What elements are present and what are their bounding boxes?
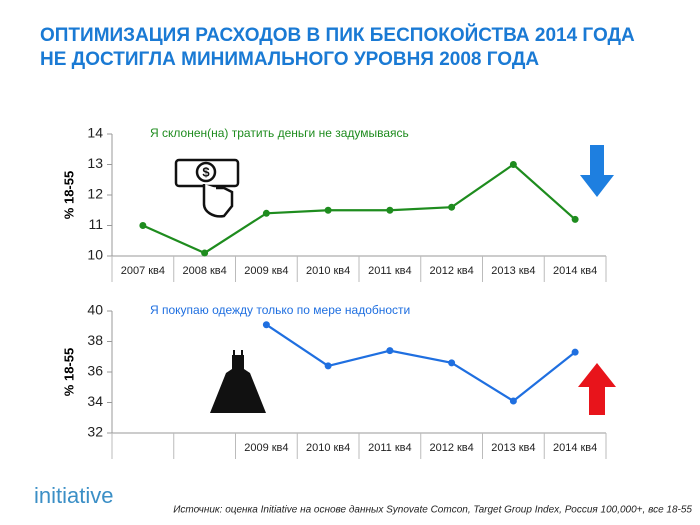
point (448, 359, 456, 367)
x-tick-label: 2013 кв4 (491, 442, 535, 454)
x-tick-label: 2007 кв4 (121, 265, 165, 277)
point (386, 347, 394, 355)
svg-text:$: $ (202, 164, 210, 179)
point (509, 161, 517, 168)
y-axis-label: % 18-55 (61, 348, 76, 396)
legend-label: Я склонен(на) тратить деньги не задумыва… (150, 126, 409, 140)
x-tick-label: 2014 кв4 (553, 442, 597, 454)
x-tick-label: 2010 кв4 (306, 442, 350, 454)
y-tick-label: 36 (87, 363, 103, 379)
y-tick-label: 38 (87, 332, 103, 348)
down-arrow (580, 145, 614, 197)
point (139, 222, 147, 229)
logo: initiative (34, 483, 113, 508)
point (324, 362, 332, 370)
point (571, 215, 579, 223)
line (142, 163, 576, 255)
x-tick-label: 2011 кв4 (368, 265, 411, 277)
source-note: Источник: оценка Initiative на основе да… (173, 505, 692, 516)
y-tick-label: 14 (87, 125, 103, 141)
x-tick-label: 2012 кв4 (429, 442, 473, 454)
y-tick-label: 10 (87, 247, 103, 263)
point (324, 206, 332, 214)
point (509, 397, 517, 405)
money-icon: $ (174, 158, 240, 218)
x-tick-label: 2008 кв4 (182, 265, 226, 277)
x-tick-label: 2013 кв4 (491, 265, 535, 277)
line (265, 323, 576, 403)
x-tick-label: 2010 кв4 (306, 265, 350, 277)
x-tick-label: 2009 кв4 (244, 442, 288, 454)
title-line: ОПТИМИЗАЦИЯ РАСХОДОВ В ПИК БЕСПОКОЙСТВА … (40, 24, 635, 46)
legend-label: Я покупаю одежду только по мере надобнос… (150, 303, 410, 317)
x-tick-label: 2011 кв4 (368, 442, 411, 454)
y-axis-label: % 18-55 (61, 171, 76, 219)
x-tick-label: 2014 кв4 (553, 265, 597, 277)
y-tick-label: 12 (87, 186, 103, 202)
point (386, 206, 394, 214)
point (571, 348, 579, 356)
point (262, 321, 270, 329)
point (201, 249, 209, 257)
y-tick-label: 34 (87, 393, 103, 409)
y-tick-label: 32 (87, 424, 103, 440)
title-line: НЕ ДОСТИГЛА МИНИМАЛЬНОГО УРОВНЯ 2008 ГОД… (40, 49, 539, 70)
up-arrow (578, 363, 616, 415)
y-tick-label: 13 (87, 155, 103, 171)
x-tick-label: 2012 кв4 (429, 265, 473, 277)
y-tick-label: 11 (88, 216, 103, 232)
point (448, 203, 456, 211)
y-tick-label: 40 (87, 302, 103, 318)
dress-icon (210, 350, 266, 413)
x-tick-label: 2009 кв4 (244, 265, 288, 277)
point (262, 209, 270, 217)
